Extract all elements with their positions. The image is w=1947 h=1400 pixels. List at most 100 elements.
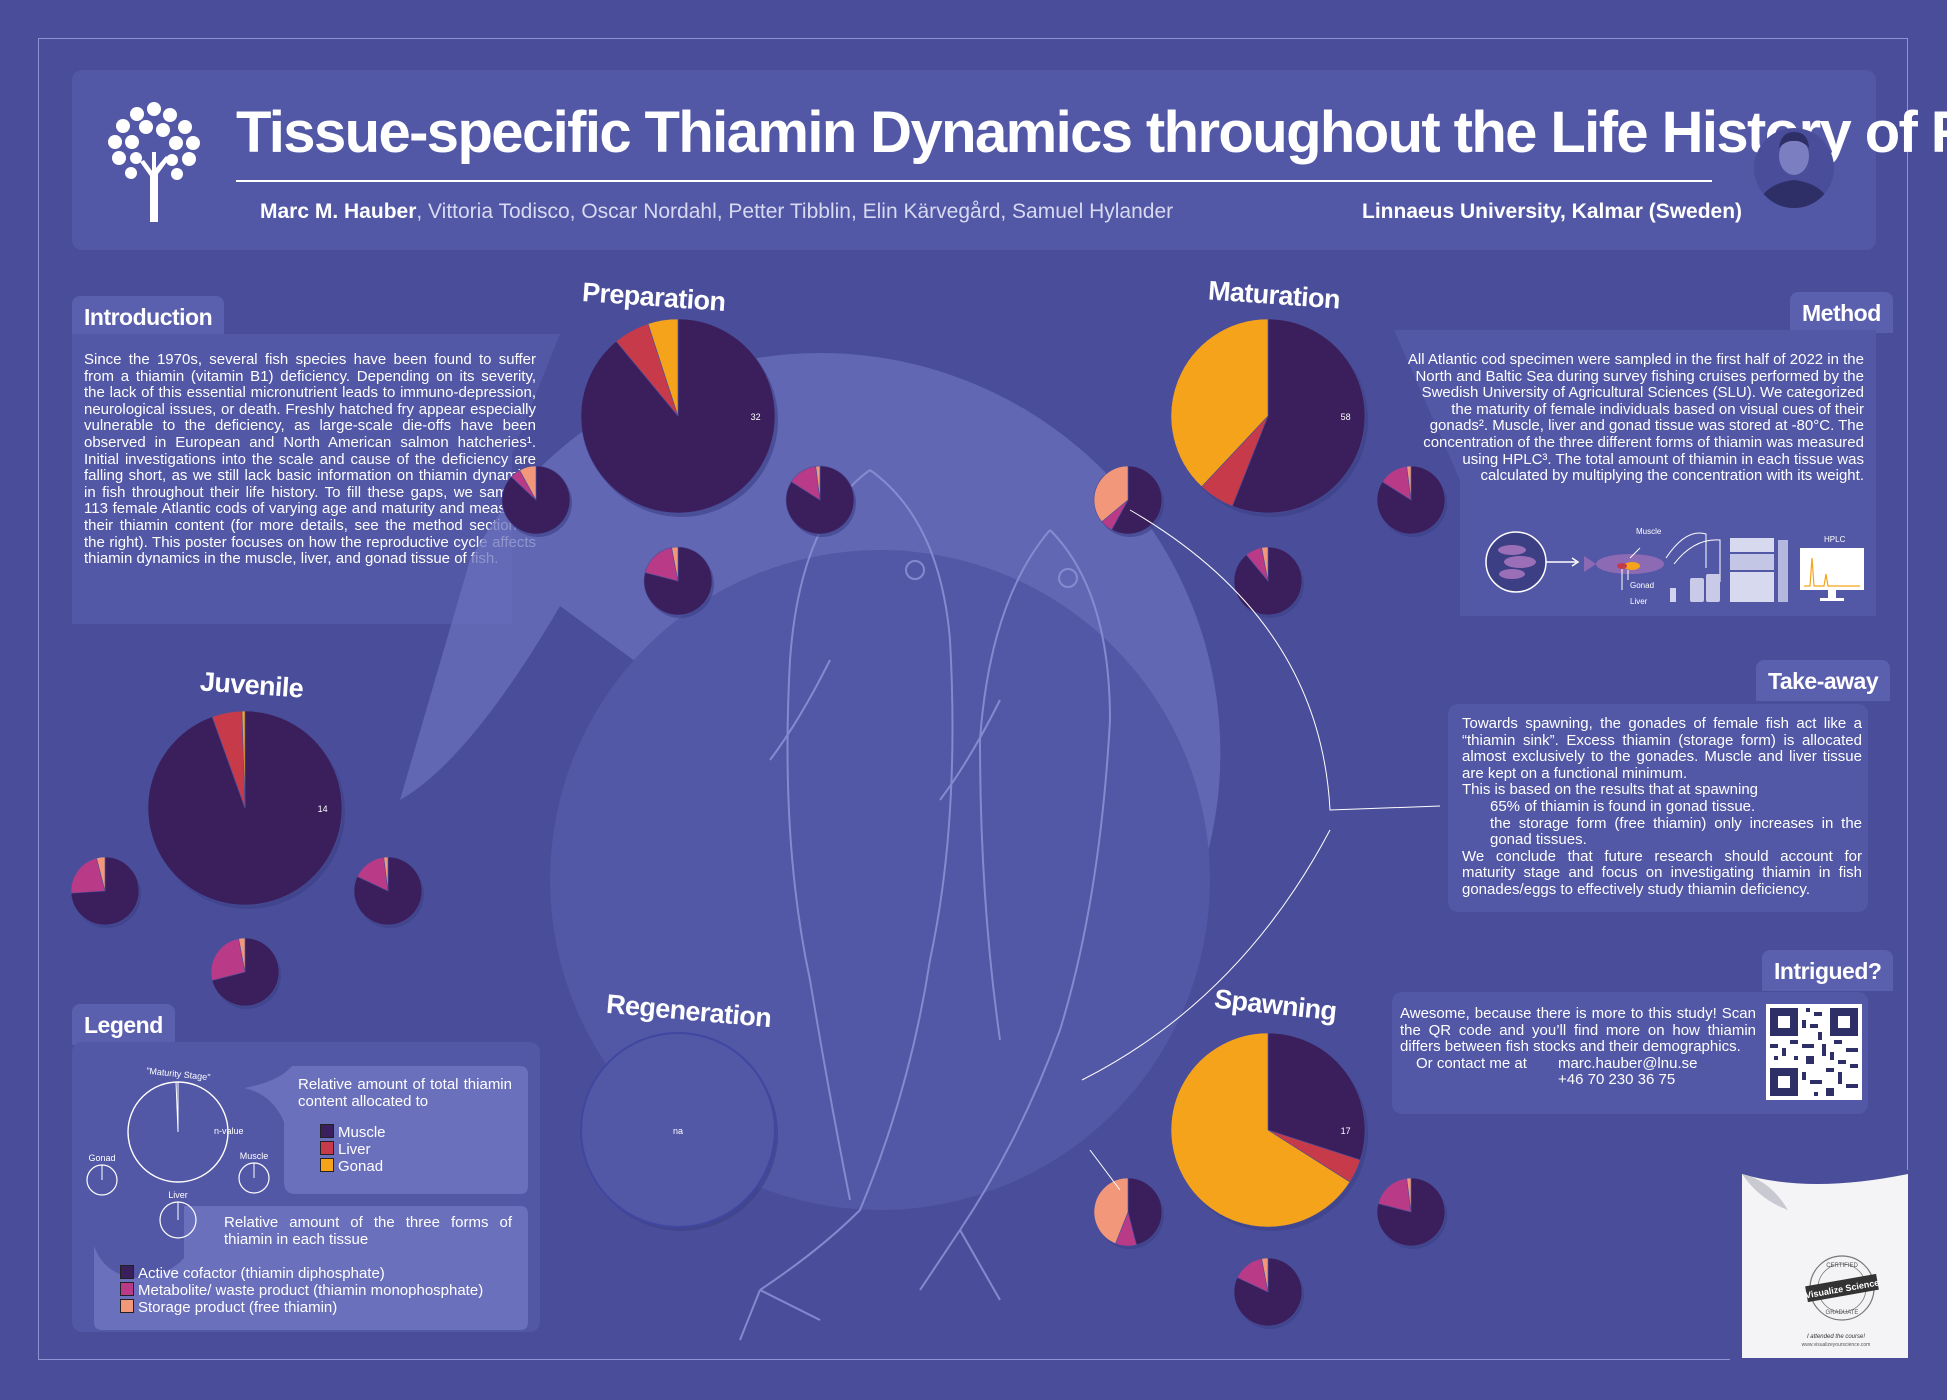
juvenile-gonad-pie-slice-storage [96,856,106,892]
legend-swatch [120,1299,134,1313]
certified-badge: Visualize Science CERTIFIED GRADUATE I a… [1730,1170,1910,1362]
introduction-panel [72,334,560,624]
legend-form-metabolite: Metabolite/ waste product (thiamin monop… [120,1282,483,1299]
coauthors: , Vittoria Todisco, Oscar Nordahl, Pette… [416,200,1174,223]
takeaway-paragraph-1: Towards spawning, the gonades of female … [1462,715,1862,782]
preparation-muscle-pie-slice-storage [815,465,821,501]
legend-total-desc: Relative amount of total thiamin content… [298,1076,512,1110]
juvenile-n-value: 14 [318,804,328,814]
spawning-total-pie-slice-gonad [1170,1032,1351,1228]
preparation-n-value: 32 [751,412,761,422]
takeaway-bullet-2: the storage form (free thiamin) only inc… [1490,814,1862,849]
spawning-gonad-pie-slice-storage [1093,1177,1129,1244]
legend-liver: Liver [168,1190,188,1200]
page-title: Tissue-specific Thiamin Dynamics through… [236,100,1947,165]
method-diagram: Muscle Gonad Liver HPLC [1485,527,1864,606]
author-list: Marc M. Hauber, Vittoria Todisco, Oscar … [260,200,1173,224]
legend-form-storage-label: Storage product (free thiamin) [138,1299,338,1316]
spawning-total-pie-slice-muscle [1267,1032,1366,1161]
takeaway-paragraph-3: We conclude that future research should … [1462,847,1862,898]
header-panel [72,70,1876,250]
method-text: All Atlantic cod specimen were sampled i… [1407,351,1864,485]
legend-form-storage: Storage product (free thiamin) [120,1299,337,1316]
takeaway-paragraph-2: This is based on the results that at spa… [1462,781,1759,799]
legend-swatch [120,1282,134,1296]
legend-forms-desc: Relative amount of the three forms of th… [224,1214,512,1248]
intrigued-text: Awesome, because there is more to this s… [1400,1005,1756,1056]
legend-swatch [320,1158,334,1172]
juvenile-muscle-pie-slice-active-cofactor [353,856,423,926]
poster-frame [38,38,1908,1360]
legend-total-gonad: Gonad [320,1158,383,1175]
spawning-connector [1089,1149,1121,1191]
maturation-total-pie-slice-gonad [1170,318,1269,488]
certified-top: CERTIFIED [1826,1263,1858,1269]
maturation-gonad-pie-slice-active-cofactor [1111,465,1163,535]
juvenile-gonad-pie-slice-metabolite [70,857,106,894]
legend-shape-diagram: "Maturity Stage" n-value Gonad Muscle Li… [86,1066,528,1330]
method-liver-label: Liver [1630,597,1648,606]
legend-swatch [320,1141,334,1155]
certified-bottom: GRADUATE [1826,1310,1859,1316]
title-divider [236,180,1712,182]
preparation-gonad-pie-slice-storage [519,465,537,501]
lead-author: Marc M. Hauber [260,200,417,223]
maturation-muscle-pie-slice-storage [1406,465,1412,501]
affiliation: Linnaeus University, Kalmar (Sweden) [1362,200,1743,223]
legend-n-value: n-value [214,1126,244,1136]
spawning-gonad-pie-slice-active-cofactor [1127,1177,1163,1246]
legend-muscle: Muscle [240,1151,269,1161]
method-muscle-label: Muscle [1636,527,1662,536]
intrigued-heading: Intrigued? [1762,950,1894,991]
legend-total-muscle: Muscle [320,1124,386,1141]
legend-maturity-stage: "Maturity Stage" [146,1066,211,1083]
juvenile-muscle-pie-slice-storage [383,856,389,892]
contact-email[interactable]: marc.hauber@lnu.se [1558,1054,1698,1072]
introduction-text: Since the 1970s, several fish species ha… [84,351,536,568]
juvenile-liver-pie-slice-storage [238,937,246,973]
regeneration-n-value: na [673,1126,683,1136]
legend-form-metabolite-label: Metabolite/ waste product (thiamin monop… [138,1282,484,1299]
legend-swatch [120,1265,134,1279]
maturation-liver-pie-slice-storage [1261,546,1269,582]
takeaway-text: Towards spawning, the gonades of female … [1462,715,1862,899]
method-gonad-label: Gonad [1630,581,1654,590]
takeaway-bullet-1: 65% of thiamin is found in gonad tissue. [1490,797,1756,815]
spawning-muscle-pie-slice-storage [1406,1177,1412,1213]
legend-heading: Legend [72,1004,175,1045]
introduction-heading: Introduction [72,296,225,337]
qr-code[interactable] [1766,1004,1862,1100]
maturation-gonad-pie-slice-storage [1093,465,1129,523]
legend-total-liver: Liver [320,1141,371,1158]
legend-total-liver-label: Liver [338,1141,371,1158]
juvenile-liver-pie-slice-metabolite [210,938,246,981]
juvenile-total-pie-slice-gonad [241,710,246,809]
certified-url: www.visualizeyourscience.com [1802,1342,1871,1348]
author-photo [1754,128,1834,208]
legend-gonad: Gonad [88,1153,115,1163]
certified-tagline: I attended the course! [1807,1334,1865,1340]
method-heading: Method [1790,292,1893,333]
preparation-liver-pie-slice-storage [671,546,679,582]
intrigued-text-block: Awesome, because there is more to this s… [1400,1005,1756,1089]
contact-phone: +46 70 230 36 75 [1558,1071,1676,1089]
maturation-n-value: 58 [1341,412,1351,422]
takeaway-panel [1448,704,1868,912]
juvenile-liver-pie-slice-active-cofactor [211,937,280,1007]
method-hplc-label: HPLC [1824,535,1846,544]
spawning-liver-pie-slice-active-cofactor [1233,1257,1303,1327]
spawning-liver-pie-slice-storage [1261,1257,1269,1293]
tree-logo-icon [108,102,200,222]
preparation-total-pie-slice-gonad [647,318,679,417]
legend-total-gonad-label: Gonad [338,1158,384,1175]
legend-form-active: Active cofactor (thiamin diphosphate) [120,1265,385,1282]
spawning-muscle-pie-slice-metabolite [1377,1177,1412,1213]
maturation-total-pie-slice-muscle [1231,318,1366,514]
cod-illustration [739,469,1112,1341]
pie-charts: 14 32 58 17 na [70,318,1447,1329]
takeaway-connector [1081,509,1441,1081]
legend-form-active-label: Active cofactor (thiamin diphosphate) [138,1265,385,1282]
legend-total-muscle-label: Muscle [338,1124,386,1141]
takeaway-heading: Take-away [1756,660,1891,701]
contact-label: Or contact me at [1416,1054,1527,1072]
